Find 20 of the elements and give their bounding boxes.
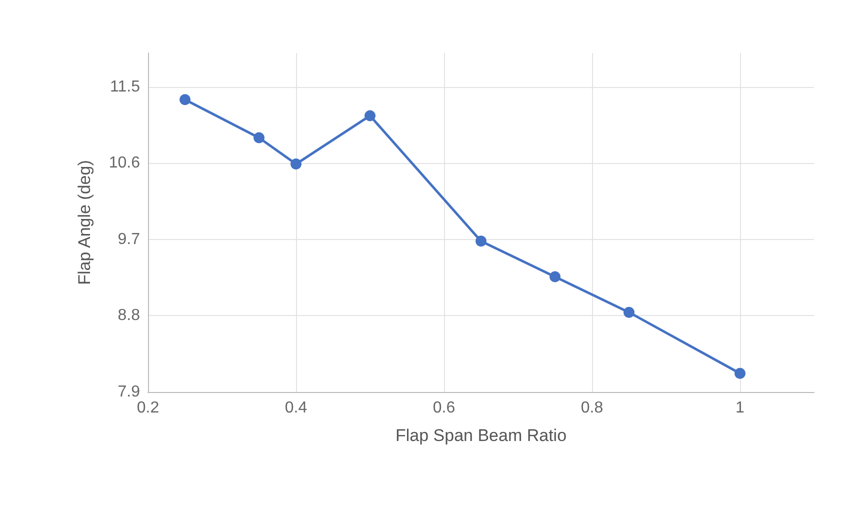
x-tick-label: 0.4: [284, 400, 308, 416]
x-axis-title: Flap Span Beam Ratio: [395, 426, 567, 445]
x-tick-label: 0.2: [136, 400, 160, 416]
x-tick-label: 0.8: [580, 400, 604, 416]
point: [624, 306, 634, 318]
x-tick-label: 1: [736, 400, 745, 416]
y-axis-title: Flap Angle (deg): [75, 160, 94, 285]
y-tick-label: 11.5: [110, 78, 140, 96]
point: [364, 110, 376, 122]
x-tick-label: 0.6: [432, 400, 456, 416]
y-tick-label: 9.7: [118, 230, 140, 248]
point: [180, 94, 190, 106]
point: [290, 158, 302, 170]
point: [254, 132, 264, 144]
point: [734, 368, 746, 379]
y-tick-label: 10.6: [108, 154, 140, 172]
y-tick-label: 7.9: [118, 384, 140, 400]
y-tick-label: 8.8: [118, 307, 140, 324]
point: [476, 236, 486, 247]
point: [550, 271, 560, 282]
